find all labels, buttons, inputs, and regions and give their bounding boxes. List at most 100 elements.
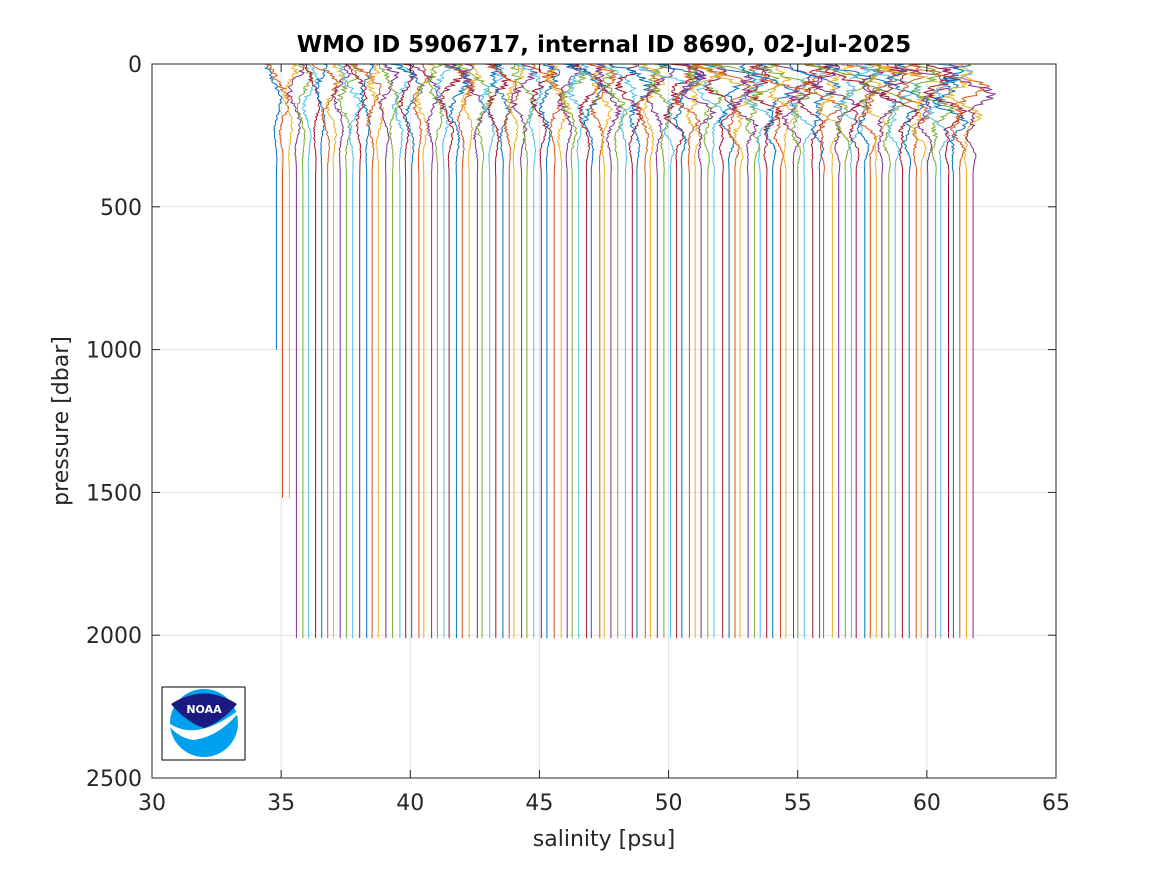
salinity-profile-line (377, 63, 400, 639)
salinity-profile-line (653, 63, 703, 639)
salinity-profile-line (315, 63, 328, 639)
salinity-profile-line (302, 63, 320, 639)
salinity-profile-line (565, 63, 591, 639)
salinity-profile-line (705, 63, 764, 639)
salinity-profile-line (797, 63, 828, 639)
x-axis-label: salinity [psu] (533, 827, 675, 852)
salinity-profile-line (740, 63, 773, 639)
salinity-profile-line (559, 63, 588, 639)
salinity-profile-line (826, 63, 888, 639)
salinity-profile-line (673, 63, 702, 639)
salinity-profile-line (265, 63, 291, 499)
salinity-profile-line (909, 63, 957, 639)
salinity-profile-line (411, 63, 429, 639)
salinity-profile-line (894, 63, 956, 639)
plot-axes: 30 35 40 45 50 55 60 65 0 500 1000 1500 2000 2500 (86, 53, 1070, 816)
x-tick-label: 60 (913, 791, 941, 816)
salinity-profile-line (767, 63, 800, 639)
salinity-profile-line (832, 63, 875, 639)
salinity-profile-line (602, 63, 628, 639)
salinity-profile-line (358, 63, 375, 639)
salinity-profile-line (925, 63, 975, 639)
salinity-profile-line (812, 63, 860, 639)
salinity-profile-line (336, 63, 360, 639)
salinity-profile-line (413, 63, 436, 639)
salinity-profile-line (461, 63, 487, 639)
salinity-profile-line (856, 63, 922, 639)
salinity-profile-line (509, 63, 538, 639)
salinity-profile-line (739, 63, 796, 639)
y-tick-label: 2000 (86, 624, 142, 649)
salinity-profile-line (538, 63, 561, 639)
salinity-profile-line (932, 63, 971, 639)
salinity-profile-line (264, 63, 283, 350)
salinity-profile-line (860, 63, 898, 639)
salinity-profile-line (304, 63, 322, 639)
x-tick-label: 45 (525, 791, 553, 816)
salinity-profile-line (514, 63, 544, 639)
salinity-profile-line (942, 63, 997, 639)
salinity-profile-line (484, 63, 511, 639)
salinity-profile-line (325, 63, 345, 639)
salinity-profile-line (635, 63, 693, 639)
noaa-logo-sky (171, 693, 237, 728)
chart-title: WMO ID 5906717, internal ID 8690, 02-Jul… (297, 32, 912, 58)
salinity-profile-line (378, 63, 401, 639)
x-tick-label: 65 (1042, 791, 1070, 816)
salinity-profile-line (477, 63, 507, 639)
salinity-profile-line (883, 63, 932, 639)
salinity-profile-line (510, 63, 537, 639)
salinity-profile-line (296, 63, 315, 639)
salinity-profile-line (530, 63, 559, 639)
salinity-profile-line (860, 63, 913, 639)
salinity-profile-line (870, 63, 948, 639)
x-tick-label: 30 (138, 791, 166, 816)
salinity-profile-line (731, 63, 771, 639)
salinity-profile-line (337, 63, 362, 639)
salinity-profile-line (663, 63, 706, 639)
y-tick-label: 1500 (86, 481, 142, 506)
x-tick-label: 50 (655, 791, 683, 816)
salinity-profile-line (822, 63, 879, 639)
salinity-profile-line (531, 63, 566, 639)
noaa-logo-wave (165, 706, 244, 740)
salinity-profile-line (795, 63, 843, 639)
salinity-profile-line (686, 63, 720, 639)
salinity-profile-line (391, 63, 415, 639)
salinity-profile-line (815, 63, 854, 639)
y-tick-labels: 0 500 1000 1500 2000 2500 (86, 53, 142, 792)
salinity-profile-line (846, 63, 900, 639)
salinity-profile-line (693, 63, 760, 639)
noaa-logo-text: NOAA (186, 703, 222, 716)
salinity-profile-line (789, 63, 842, 639)
salinity-profile-line (440, 63, 472, 639)
salinity-profile-line (710, 63, 781, 639)
salinity-profile-line (594, 63, 623, 639)
x-tick-label: 55 (784, 791, 812, 816)
salinity-profile-line (437, 63, 465, 639)
salinity-profile-line (748, 63, 805, 639)
salinity-profile-line (460, 63, 482, 639)
y-axis-label: pressure [dbar] (49, 336, 74, 506)
salinity-profile-line (504, 63, 526, 639)
salinity-profile-line (695, 63, 727, 639)
y-tick-label: 500 (100, 196, 142, 221)
salinity-profile-line (562, 63, 607, 639)
salinity-profile-line (330, 63, 353, 639)
salinity-profile-line (644, 63, 675, 639)
salinity-profile-line (681, 63, 717, 639)
salinity-profile-line (398, 63, 418, 639)
salinity-profile-line (600, 63, 639, 639)
salinity-profile-line (311, 63, 341, 639)
salinity-profile-line (698, 63, 757, 639)
salinity-profile-line (590, 63, 613, 639)
salinity-profile-line (879, 63, 921, 639)
salinity-profile-line (570, 63, 604, 639)
x-tick-label: 40 (396, 791, 424, 816)
salinity-profile-line (944, 63, 984, 639)
salinity-profile-line (745, 63, 784, 639)
salinity-profile-line (761, 63, 820, 639)
salinity-profile-line (556, 63, 582, 639)
salinity-profile-line (587, 63, 618, 639)
y-tick-label: 1000 (86, 339, 142, 364)
